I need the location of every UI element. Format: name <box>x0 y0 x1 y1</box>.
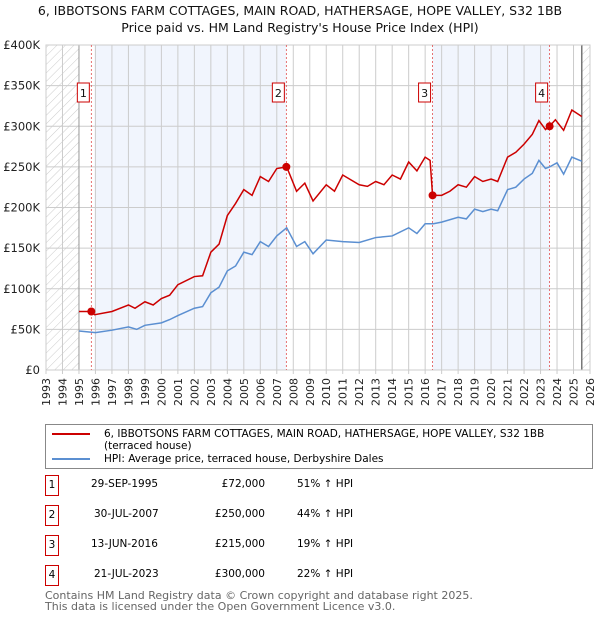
x-tick-label: 1994 <box>56 378 69 406</box>
sale-label-number: 3 <box>421 87 428 100</box>
x-tick-label: 2022 <box>518 378 531 406</box>
sale-label-number: 4 <box>538 87 545 100</box>
sale-row: 4 21-JUL-2023 £300,000 22% ↑ HPI <box>45 565 445 586</box>
sale-point <box>428 191 437 200</box>
sale-number: 4 <box>45 565 59 586</box>
sale-point <box>282 162 291 171</box>
sale-row: 2 30-JUL-2007 £250,000 44% ↑ HPI <box>45 505 445 526</box>
x-tick-label: 2020 <box>485 378 498 406</box>
legend-item-property: 6, IBBOTSONS FARM COTTAGES, MAIN ROAD, H… <box>52 428 586 452</box>
sale-hpi: 19% ↑ HPI <box>297 538 354 550</box>
sale-row: 1 29-SEP-1995 £72,000 51% ↑ HPI <box>45 475 445 496</box>
x-tick-label: 2006 <box>254 378 267 406</box>
sale-hpi: 44% ↑ HPI <box>297 508 354 520</box>
sale-label-box <box>418 82 432 103</box>
legend-label-hpi: HPI: Average price, terraced house, Derb… <box>104 453 384 465</box>
x-tick-label: 2016 <box>419 378 432 406</box>
x-tick-label: 1995 <box>73 378 86 406</box>
x-tick-label: 2024 <box>551 378 564 406</box>
x-tick-label: 1993 <box>40 378 53 406</box>
legend-label-property: 6, IBBOTSONS FARM COTTAGES, MAIN ROAD, H… <box>104 428 545 452</box>
y-tick-label: £150K <box>3 241 40 255</box>
legend-item-hpi: HPI: Average price, terraced house, Derb… <box>52 453 586 465</box>
x-tick-label: 2007 <box>271 378 284 406</box>
x-tick-label: 2010 <box>320 378 333 406</box>
x-tick-label: 2026 <box>584 378 597 406</box>
x-tick-label: 2011 <box>337 378 350 406</box>
sale-point <box>87 307 96 316</box>
chart-subtitle: Price paid vs. HM Land Registry's House … <box>121 20 479 35</box>
sale-date: 13-JUN-2016 <box>91 538 158 550</box>
sale-date: 30-JUL-2007 <box>94 508 159 520</box>
sale-label-number: 1 <box>80 87 87 100</box>
y-tick-label: £400K <box>3 38 40 52</box>
sale-point <box>545 122 554 131</box>
x-tick-label: 2004 <box>221 378 234 406</box>
sale-row: 3 13-JUN-2016 £215,000 19% ↑ HPI <box>45 535 445 556</box>
y-tick-label: £100K <box>3 282 40 296</box>
hpi-line <box>78 156 583 334</box>
footer-line-2: This data is licensed under the Open Gov… <box>45 600 396 613</box>
x-tick-label: 2018 <box>452 378 465 406</box>
x-tick-label: 2017 <box>436 378 449 406</box>
x-tick-label: 2008 <box>287 378 300 406</box>
x-tick-label: 1996 <box>89 378 102 406</box>
sale-number: 3 <box>45 535 59 556</box>
x-tick-label: 2013 <box>370 378 383 406</box>
x-tick-label: 2015 <box>403 378 416 406</box>
x-tick-label: 1998 <box>122 378 135 406</box>
x-tick-label: 2009 <box>304 378 317 406</box>
x-tick-label: 2014 <box>386 378 399 406</box>
y-tick-label: £300K <box>3 119 40 133</box>
price-chart: 1993 1994 1995 1996 1997 1998 1999 2000 2001 2002… <box>3 38 597 406</box>
y-tick-label: £250K <box>3 160 40 174</box>
chart-title: 6, IBBOTSONS FARM COTTAGES, MAIN ROAD, H… <box>37 3 563 18</box>
x-tick-label: 2001 <box>172 378 185 406</box>
sale-label-box <box>535 82 549 103</box>
sale-price: £300,000 <box>214 568 265 580</box>
sale-date: 21-JUL-2023 <box>94 568 159 580</box>
sale-price: £72,000 <box>221 478 265 490</box>
plot-border <box>45 44 591 371</box>
sale-hpi: 22% ↑ HPI <box>297 568 354 580</box>
x-tick-label: 1997 <box>106 378 119 406</box>
y-tick-label: £0 <box>25 363 40 377</box>
footer-line-1: Contains HM Land Registry data © Crown c… <box>45 589 473 602</box>
x-tick-label: 2025 <box>568 378 581 406</box>
sale-number: 1 <box>45 475 59 496</box>
y-tick-label: £350K <box>3 79 40 93</box>
sale-date: 29-SEP-1995 <box>91 478 159 490</box>
sale-price: £250,000 <box>214 508 265 520</box>
footer: Contains HM Land Registry data © Crown c… <box>45 590 473 612</box>
legend-swatch-blue <box>52 458 90 460</box>
x-tick-label: 2003 <box>205 378 218 406</box>
x-tick-label: 1999 <box>139 378 152 406</box>
x-tick-label: 2023 <box>535 378 548 406</box>
x-tick-label: 2002 <box>188 378 201 406</box>
legend-swatch-red <box>52 433 90 435</box>
legend: 6, IBBOTSONS FARM COTTAGES, MAIN ROAD, H… <box>45 424 593 469</box>
sale-label-box <box>271 82 285 103</box>
sale-label-box <box>76 82 90 103</box>
x-tick-label: 2000 <box>155 378 168 406</box>
sale-label-number: 2 <box>275 87 282 100</box>
sale-number: 2 <box>45 505 59 526</box>
x-tick-label: 2012 <box>353 378 366 406</box>
x-tick-label: 2019 <box>469 378 482 406</box>
sale-price: £215,000 <box>214 538 265 550</box>
sale-hpi: 51% ↑ HPI <box>297 478 354 490</box>
x-tick-label: 2005 <box>238 378 251 406</box>
y-tick-label: £50K <box>11 322 41 336</box>
y-tick-label: £200K <box>3 201 40 215</box>
property-price-line <box>78 108 583 316</box>
x-tick-label: 2021 <box>502 378 515 406</box>
